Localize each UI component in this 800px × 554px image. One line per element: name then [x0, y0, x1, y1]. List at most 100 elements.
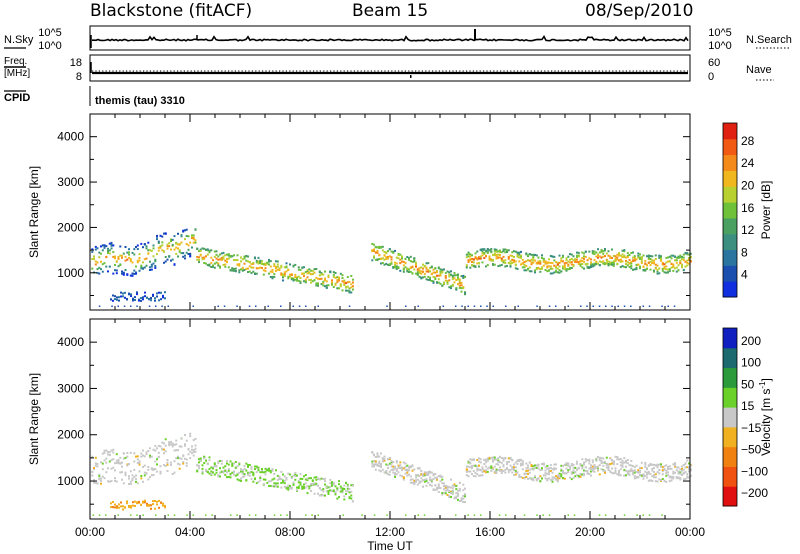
velocity-cell	[339, 485, 342, 488]
power-cell	[301, 273, 304, 275]
velocity-cell	[619, 468, 622, 471]
power-cell	[523, 266, 526, 269]
velocity-cell	[542, 474, 545, 477]
velocity-cell	[577, 474, 580, 477]
power-cell	[292, 277, 295, 280]
power-cell	[481, 254, 484, 257]
power-cell	[539, 268, 542, 270]
power-cell	[143, 258, 146, 261]
velocity-cell	[236, 514, 238, 516]
velocity-cell	[317, 484, 319, 487]
power-cell	[511, 262, 514, 264]
velocity-cell	[513, 469, 515, 471]
velocity-cell	[91, 470, 94, 473]
velocity-cell	[378, 455, 381, 458]
velocity-cell	[220, 459, 223, 462]
velocity-cell	[584, 469, 587, 472]
velocity-cell	[114, 477, 116, 480]
velocity-cell	[567, 514, 569, 516]
power-cell	[595, 263, 598, 266]
velocity-cell	[579, 463, 582, 465]
velocity-cell	[626, 462, 629, 465]
power-cell	[128, 292, 130, 295]
velocity-cell	[198, 465, 200, 468]
power-cell	[374, 258, 377, 261]
power-colorbar-tick: 4	[741, 268, 748, 282]
velocity-cell	[488, 466, 491, 469]
velocity-cell	[346, 485, 349, 488]
power-cell	[306, 272, 309, 275]
power-cell	[654, 263, 657, 266]
power-cell	[388, 248, 391, 251]
power-cell	[520, 256, 522, 259]
power-cell	[289, 273, 291, 276]
power-cell	[679, 259, 682, 262]
velocity-cell	[649, 472, 652, 475]
power-cell	[315, 284, 318, 287]
power-cell	[128, 256, 130, 259]
velocity-cell	[486, 459, 489, 462]
power-cell	[399, 253, 402, 256]
velocity-cell	[537, 467, 540, 470]
power-cell	[528, 270, 531, 273]
power-cell	[595, 260, 598, 263]
power-cell	[334, 283, 337, 286]
velocity-cell	[378, 465, 381, 468]
power-cell	[311, 272, 314, 275]
power-cell	[581, 263, 584, 265]
power-cell	[227, 257, 230, 260]
velocity-cell	[271, 485, 274, 488]
power-cell	[320, 283, 323, 286]
power-cell	[304, 280, 307, 283]
velocity-cell	[558, 477, 561, 480]
y-tick-label: 2000	[57, 220, 84, 234]
velocity-cell	[434, 473, 437, 476]
power-cell	[663, 263, 666, 266]
power-cell	[318, 270, 321, 273]
velocity-cell	[286, 514, 288, 516]
velocity-cell	[380, 463, 382, 465]
power-cell	[297, 268, 300, 271]
power-cell	[101, 249, 104, 252]
power-cell	[628, 266, 631, 268]
power-cell	[148, 305, 151, 307]
velocity-cell	[626, 459, 629, 461]
power-cell	[637, 252, 640, 255]
velocity-cell	[126, 502, 128, 505]
velocity-cell	[509, 457, 512, 460]
power-cell	[122, 292, 124, 295]
velocity-cell	[495, 463, 498, 466]
velocity-cell	[688, 476, 690, 479]
velocity-cell	[301, 477, 304, 480]
velocity-cell	[268, 480, 270, 483]
power-cell	[630, 267, 633, 270]
power-cell	[509, 262, 512, 265]
power-cell	[556, 263, 559, 266]
velocity-cell	[544, 469, 547, 472]
power-cell	[278, 268, 281, 271]
velocity-cell	[273, 473, 276, 475]
velocity-cell	[115, 480, 118, 483]
power-cell	[290, 277, 293, 279]
power-cell	[530, 261, 533, 264]
velocity-colorbar-segment	[723, 407, 737, 428]
power-cell	[626, 261, 629, 264]
power-cell	[129, 260, 132, 263]
power-cell	[434, 276, 437, 279]
power-cell	[111, 305, 113, 307]
velocity-colorbar-tick: 50	[741, 377, 755, 391]
velocity-cell	[189, 432, 192, 435]
velocity-cell	[114, 479, 116, 482]
power-cell	[96, 268, 99, 271]
velocity-cell	[598, 473, 601, 476]
power-cell	[653, 262, 655, 265]
noise-tick-right: 10^5	[708, 27, 732, 39]
velocity-cell	[399, 464, 402, 467]
velocity-cell	[152, 448, 155, 451]
power-cell	[161, 241, 164, 244]
power-cell	[541, 254, 543, 257]
power-cell	[350, 275, 353, 277]
velocity-cell	[94, 482, 97, 484]
power-cell	[147, 252, 150, 255]
power-cell	[493, 263, 496, 266]
